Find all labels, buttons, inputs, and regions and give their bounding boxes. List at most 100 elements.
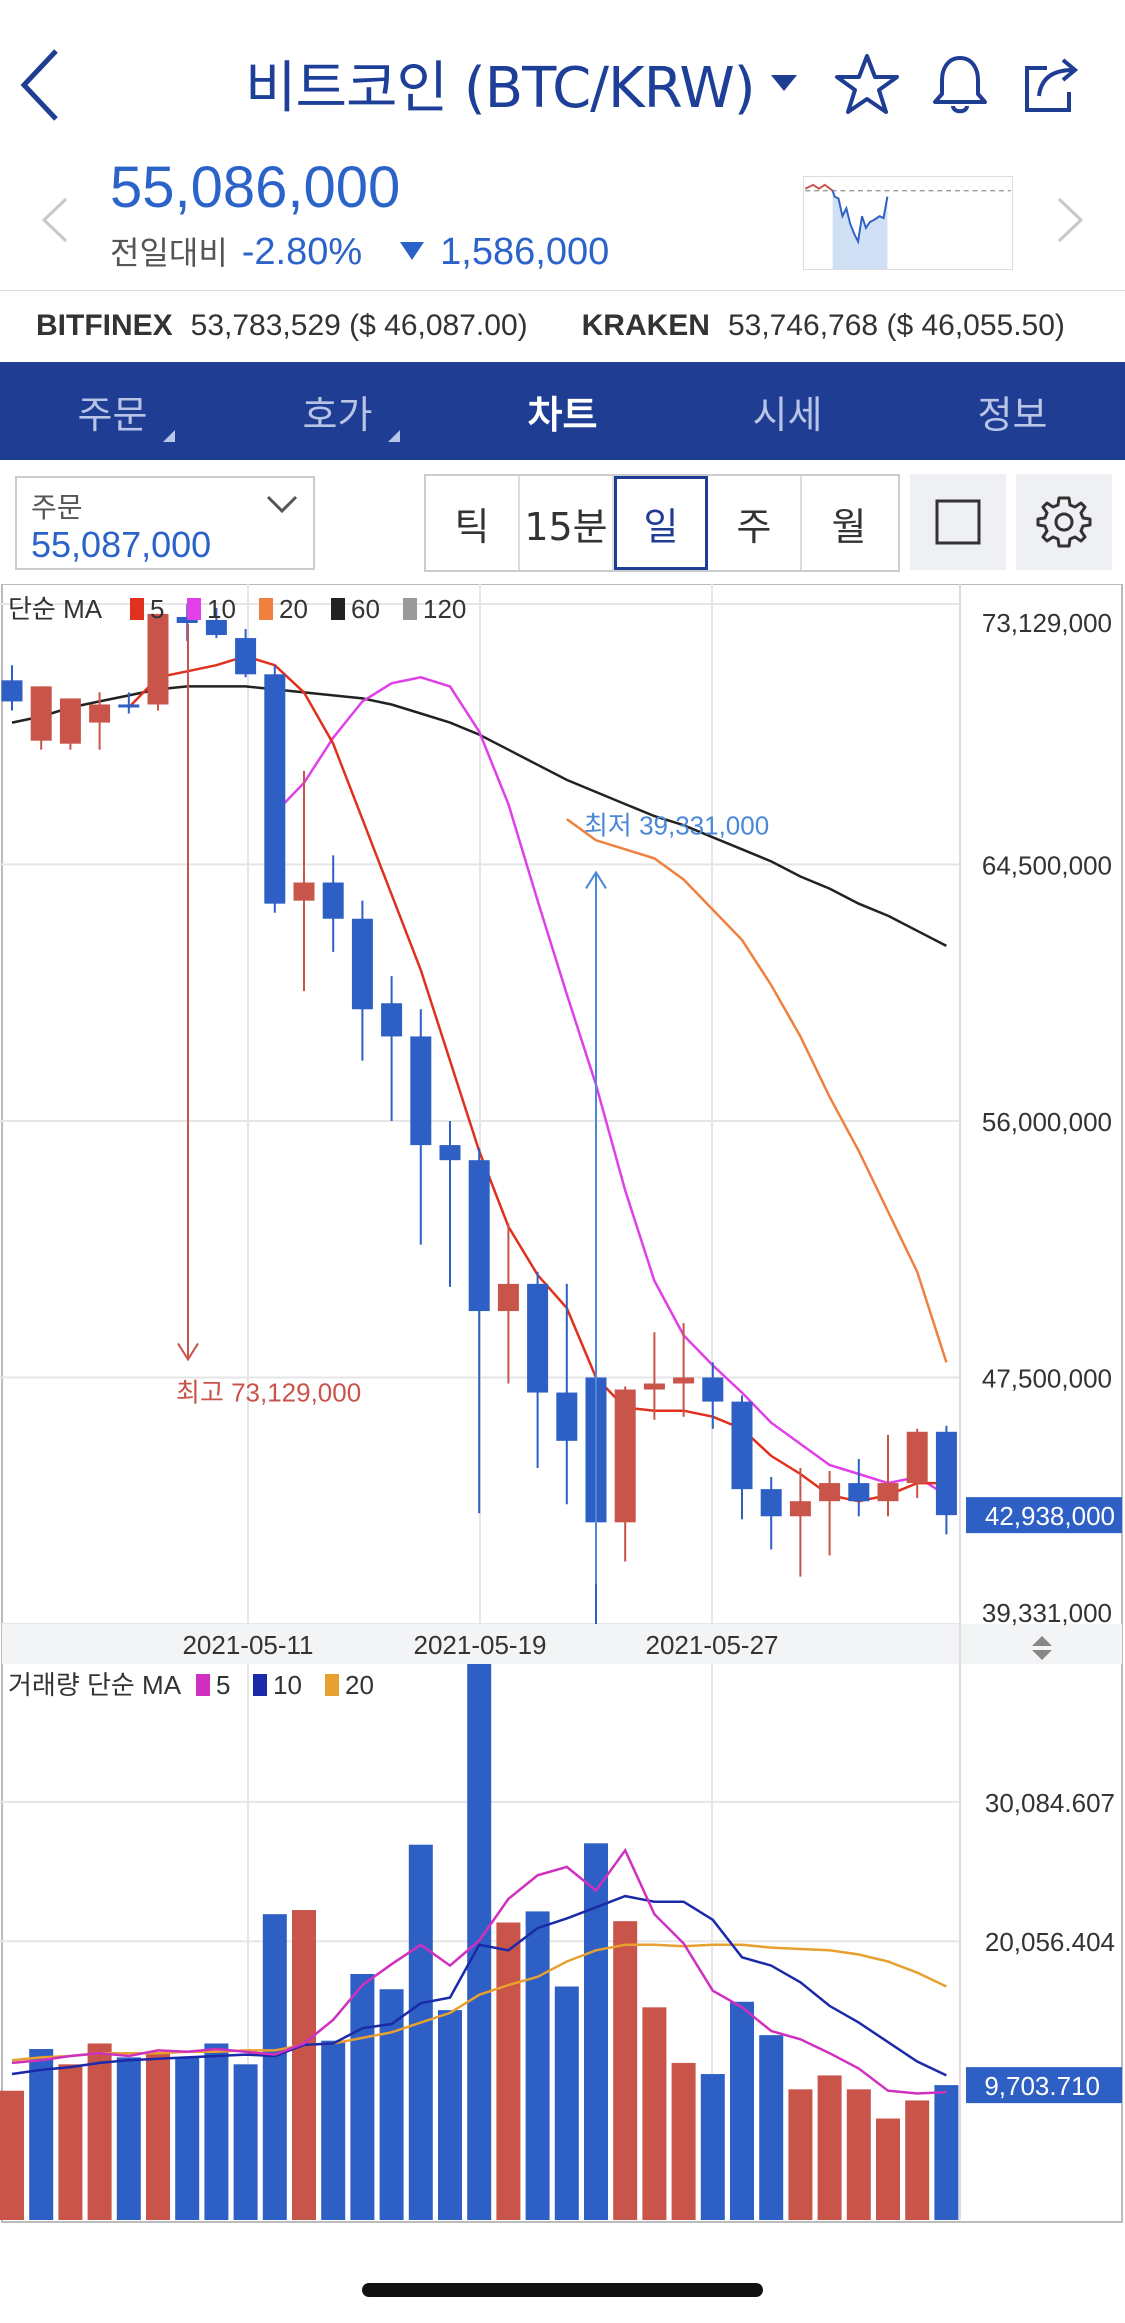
candle-body	[30, 686, 52, 741]
candle-body	[351, 918, 373, 1010]
volume-bar	[496, 1922, 521, 2220]
legend-label: 60	[351, 594, 380, 624]
bell-icon[interactable]	[925, 50, 995, 120]
period-day-button[interactable]: 일	[614, 476, 708, 570]
volume-bar	[408, 1844, 433, 2220]
tab-label: 호가	[302, 392, 373, 437]
vma20-line	[11, 1943, 947, 2062]
star-icon[interactable]	[832, 50, 902, 120]
current-price: 55,086,000	[110, 155, 401, 220]
sparkline-chart[interactable]	[803, 176, 1013, 270]
tab-orderbook[interactable]: 호가	[225, 362, 450, 460]
order-price-dropdown[interactable]: 주문 55,087,000	[15, 476, 315, 570]
gear-icon	[1036, 496, 1092, 548]
price-legend-title: 단순 MA	[8, 594, 103, 624]
volume-bar	[642, 2007, 667, 2220]
tab-market[interactable]: 시세	[675, 362, 900, 460]
current-price-badge	[966, 1497, 1122, 1534]
share-icon[interactable]	[1017, 50, 1087, 120]
candle-body	[643, 1383, 665, 1390]
volume-bar	[438, 2010, 462, 2220]
home-indicator	[362, 2283, 763, 2297]
price-volume-chart[interactable]: 최고 73,129,000 최저 39,331,000 73,129,000 64,5…	[0, 583, 1125, 2224]
candle-body	[1, 680, 23, 702]
price-axis-label: 73,129,000	[982, 608, 1112, 638]
period-week-button[interactable]: 주	[708, 476, 802, 570]
volume-bar	[262, 1914, 287, 2220]
candle-body	[468, 1160, 490, 1312]
volume-bar	[292, 1910, 316, 2220]
legend-swatch	[331, 598, 345, 620]
header: 비트코인 (BTC/KRW)	[0, 0, 1125, 170]
price-summary: 55,086,000 전일대비 -2.80% 1,586,000	[0, 150, 1125, 290]
tab-label: 시세	[752, 392, 823, 437]
chart-area[interactable]: 최고 73,129,000 최저 39,331,000 73,129,000 64,5…	[0, 583, 1125, 2224]
candle-body	[59, 698, 81, 744]
candle-body	[147, 613, 169, 705]
volume-bar	[175, 2057, 200, 2220]
candle-body	[819, 1483, 841, 1502]
candle-body	[673, 1377, 695, 1384]
panel-resize-down-icon	[1032, 1650, 1052, 1660]
chevron-down-icon	[266, 495, 298, 514]
period-tick-button[interactable]: 틱	[426, 476, 520, 570]
price-axis-label: 47,500,000	[982, 1363, 1112, 1393]
chart-toolbar: 주문 55,087,000 틱 15분 일 주 월	[0, 472, 1125, 572]
volume-bar	[29, 2049, 54, 2220]
page-title: 비트코인 (BTC/KRW)	[245, 55, 756, 121]
exchange-name: BITFINEX	[36, 308, 173, 342]
volume-bar	[58, 2064, 83, 2220]
order-label: 주문	[31, 491, 83, 524]
period-15min-button[interactable]: 15분	[520, 476, 614, 570]
legend-swatch	[253, 1674, 267, 1696]
candle-body	[264, 674, 286, 904]
volume-bar	[0, 2090, 24, 2220]
candle-body	[322, 882, 344, 919]
candle-body	[439, 1145, 461, 1161]
order-value: 55,087,000	[31, 524, 212, 565]
next-coin-icon[interactable]	[1055, 195, 1085, 245]
ma10-line	[273, 676, 948, 1497]
title-selector[interactable]: 비트코인 (BTC/KRW)	[245, 48, 799, 121]
volume-axis-label: 30,084.607	[985, 1788, 1115, 1818]
legend-swatch	[325, 1674, 339, 1696]
candle-body	[789, 1501, 811, 1517]
volume-bar	[671, 2062, 696, 2220]
candle-body	[118, 704, 140, 708]
candle-body	[293, 882, 315, 901]
exchange-value: 53,746,768 ($ 46,055.50)	[727, 308, 1065, 342]
price-axis-label: 64,500,000	[982, 850, 1112, 880]
tab-label: 주문	[77, 392, 148, 437]
candle-body	[877, 1483, 899, 1502]
low-annotation: 최저 39,331,000	[584, 810, 769, 840]
volume-bar	[817, 2075, 842, 2220]
exchange-value: 53,783,529 ($ 46,087.00)	[190, 308, 528, 342]
vma10-line	[11, 1894, 947, 2077]
volume-bar	[788, 2089, 813, 2220]
volume-bar	[204, 2043, 229, 2220]
volume-bar	[554, 1986, 579, 2220]
tab-corner-icon	[163, 430, 175, 442]
price-axis-label: 39,331,000	[982, 1598, 1112, 1628]
x-axis-band	[2, 1624, 1122, 1664]
legend-swatch	[196, 1674, 210, 1696]
volume-bar	[233, 2064, 258, 2220]
candle-body	[205, 619, 227, 636]
volume-bar	[321, 2040, 346, 2220]
candle-body	[702, 1377, 724, 1402]
settings-button[interactable]	[1016, 474, 1112, 570]
prev-coin-icon[interactable]	[40, 195, 70, 245]
tab-label: 차트	[527, 392, 598, 437]
candle-body	[906, 1431, 928, 1484]
change-amount: 1,586,000	[440, 231, 610, 273]
ma20-line	[566, 818, 948, 1363]
period-month-button[interactable]: 월	[831, 504, 867, 549]
tab-info[interactable]: 정보	[900, 362, 1125, 460]
fullscreen-button[interactable]	[910, 474, 1006, 570]
tab-chart[interactable]: 차트	[450, 362, 675, 460]
tab-order[interactable]: 주문	[0, 362, 225, 460]
back-icon[interactable]	[18, 45, 68, 125]
current-price-label: 42,938,000	[985, 1501, 1115, 1531]
tab-bar: 주문 호가 차트 시세 정보	[0, 362, 1125, 460]
volume-bar	[584, 1843, 608, 2220]
